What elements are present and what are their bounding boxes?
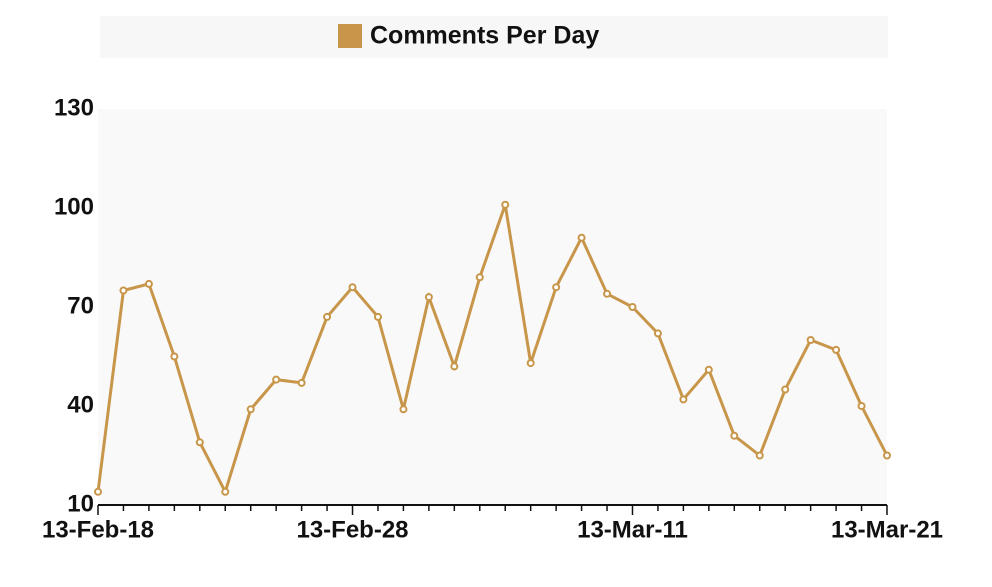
data-point [348, 283, 357, 292]
data-point [552, 283, 561, 292]
plot-area [98, 109, 887, 505]
data-point [832, 345, 841, 354]
data-point [119, 286, 128, 295]
data-point [450, 362, 459, 371]
legend-swatch [338, 24, 362, 48]
data-point [603, 289, 612, 298]
data-point [679, 395, 688, 404]
data-point [221, 487, 230, 496]
legend-box [100, 16, 888, 58]
data-point [806, 336, 815, 344]
data-point [501, 200, 510, 209]
data-point [246, 405, 255, 414]
data-point [399, 405, 408, 414]
x-tick-label: 13-Mar-21 [831, 516, 943, 543]
y-tick-label: 10 [67, 490, 94, 517]
data-point [781, 385, 790, 394]
data-point [272, 375, 281, 384]
data-point [144, 279, 153, 288]
x-tick-label: 13-Feb-28 [296, 516, 408, 543]
data-point [475, 273, 484, 282]
data-point [424, 293, 433, 302]
data-point [323, 312, 332, 321]
y-tick-label: 70 [67, 292, 94, 319]
data-point [883, 451, 891, 460]
y-tick-label: 100 [54, 193, 94, 220]
data-point [373, 312, 382, 321]
data-point [577, 233, 586, 242]
data-point [94, 487, 102, 496]
data-point [730, 431, 739, 440]
series-line [96, 204, 889, 496]
y-tick-label: 40 [67, 391, 94, 418]
data-point [857, 402, 866, 410]
data-point [170, 352, 179, 361]
x-tick-label: 13-Feb-18 [42, 516, 154, 543]
data-point [653, 329, 662, 338]
y-tick-label: 130 [54, 94, 94, 121]
data-point [755, 451, 764, 460]
data-point [704, 365, 713, 374]
data-point [195, 438, 204, 447]
data-point [628, 303, 637, 311]
legend-label: Comments Per Day [370, 22, 599, 50]
data-point [297, 378, 306, 387]
x-tick-label: 13-Mar-11 [577, 516, 688, 543]
data-point [526, 359, 535, 368]
